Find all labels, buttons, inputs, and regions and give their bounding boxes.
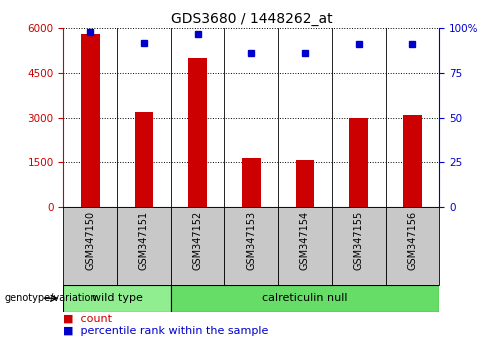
- Bar: [171, 285, 439, 312]
- Text: GSM347156: GSM347156: [407, 211, 417, 270]
- Bar: [63, 207, 117, 285]
- Text: wild type: wild type: [92, 293, 142, 303]
- Text: GSM347155: GSM347155: [354, 211, 364, 270]
- Bar: [242, 158, 261, 207]
- Text: GSM347153: GSM347153: [246, 211, 256, 270]
- Bar: [63, 285, 171, 312]
- Bar: [188, 58, 207, 207]
- Text: genotype/variation: genotype/variation: [5, 293, 98, 303]
- Text: ■  percentile rank within the sample: ■ percentile rank within the sample: [63, 326, 269, 336]
- Text: GSM347151: GSM347151: [139, 211, 149, 270]
- Bar: [403, 115, 422, 207]
- Bar: [386, 207, 439, 285]
- Bar: [349, 118, 368, 207]
- Bar: [81, 34, 100, 207]
- Text: GSM347150: GSM347150: [85, 211, 95, 270]
- Bar: [117, 207, 171, 285]
- Bar: [224, 207, 278, 285]
- Bar: [171, 207, 224, 285]
- Text: GSM347154: GSM347154: [300, 211, 310, 270]
- Text: GSM347152: GSM347152: [193, 211, 203, 270]
- Text: calreticulin null: calreticulin null: [262, 293, 348, 303]
- Bar: [135, 112, 153, 207]
- Title: GDS3680 / 1448262_at: GDS3680 / 1448262_at: [170, 12, 332, 26]
- Bar: [332, 207, 386, 285]
- Bar: [278, 207, 332, 285]
- Text: ■  count: ■ count: [63, 314, 112, 324]
- Bar: [296, 160, 314, 207]
